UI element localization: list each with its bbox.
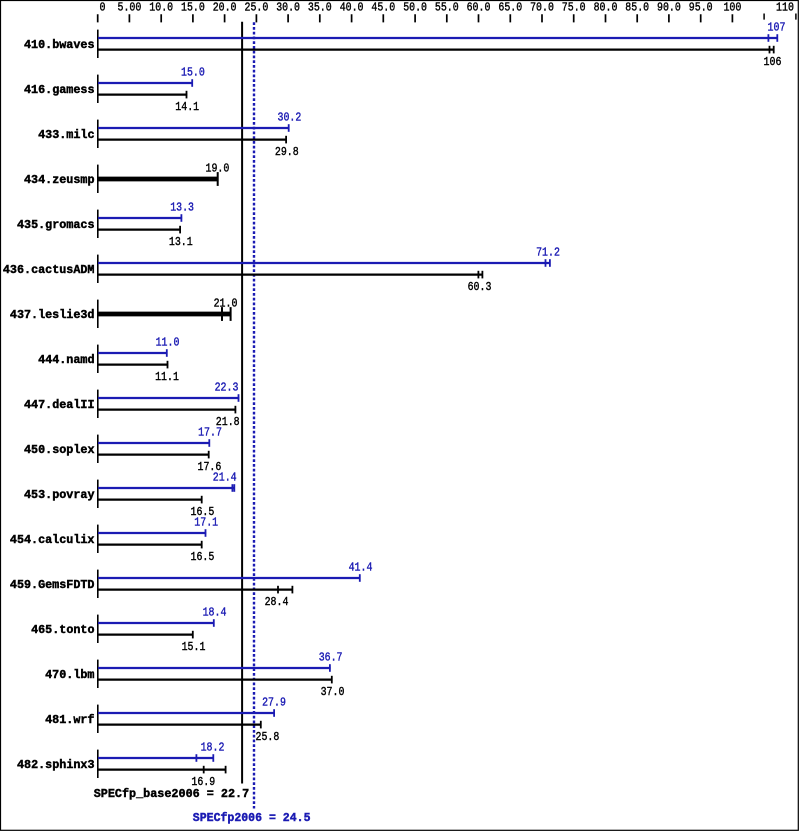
svg-text:60.0: 60.0 — [467, 1, 491, 15]
svg-text:0: 0 — [100, 1, 106, 15]
svg-text:17.7: 17.7 — [198, 426, 222, 440]
svg-text:437.leslie3d: 437.leslie3d — [10, 308, 95, 322]
svg-text:13.1: 13.1 — [169, 235, 193, 249]
svg-text:75.0: 75.0 — [562, 1, 586, 15]
svg-text:85.0: 85.0 — [625, 1, 649, 15]
svg-text:436.cactusADM: 436.cactusADM — [3, 263, 95, 277]
svg-text:435.gromacs: 435.gromacs — [17, 218, 95, 232]
svg-text:37.0: 37.0 — [321, 685, 345, 699]
svg-text:16.5: 16.5 — [191, 550, 215, 564]
svg-text:30.2: 30.2 — [278, 111, 302, 125]
svg-text:55.0: 55.0 — [435, 1, 459, 15]
svg-text:16.9: 16.9 — [191, 775, 215, 789]
svg-text:481.wrf: 481.wrf — [45, 713, 94, 727]
svg-text:40.0: 40.0 — [340, 1, 364, 15]
svg-text:454.calculix: 454.calculix — [10, 533, 95, 547]
svg-text:470.lbm: 470.lbm — [45, 668, 94, 682]
svg-text:482.sphinx3: 482.sphinx3 — [17, 758, 95, 772]
svg-text:21.0: 21.0 — [214, 297, 238, 311]
svg-text:19.0: 19.0 — [206, 162, 230, 176]
svg-text:15.0: 15.0 — [181, 1, 205, 15]
svg-text:465.tonto: 465.tonto — [31, 623, 94, 637]
svg-text:21.8: 21.8 — [216, 415, 240, 429]
svg-text:25.8: 25.8 — [256, 730, 280, 744]
svg-text:434.zeusmp: 434.zeusmp — [24, 173, 95, 187]
svg-text:65.0: 65.0 — [498, 1, 522, 15]
svg-text:SPECfp2006 = 24.5: SPECfp2006 = 24.5 — [193, 811, 311, 825]
svg-text:29.8: 29.8 — [275, 145, 299, 159]
svg-text:11.0: 11.0 — [156, 336, 180, 350]
svg-text:50.0: 50.0 — [403, 1, 427, 15]
svg-text:20.0: 20.0 — [213, 1, 237, 15]
svg-text:16.5: 16.5 — [191, 505, 215, 519]
svg-text:459.GemsFDTD: 459.GemsFDTD — [10, 578, 95, 592]
svg-text:25.0: 25.0 — [245, 1, 269, 15]
svg-text:41.4: 41.4 — [349, 561, 373, 575]
svg-text:80.0: 80.0 — [594, 1, 618, 15]
svg-text:21.4: 21.4 — [213, 471, 237, 485]
svg-text:71.2: 71.2 — [536, 246, 560, 260]
svg-text:45.0: 45.0 — [371, 1, 395, 15]
svg-text:95.0: 95.0 — [689, 1, 713, 15]
svg-text:35.0: 35.0 — [308, 1, 332, 15]
svg-text:70.0: 70.0 — [530, 1, 554, 15]
svg-text:36.7: 36.7 — [319, 651, 343, 665]
svg-text:444.namd: 444.namd — [38, 353, 94, 367]
svg-text:11.1: 11.1 — [155, 370, 179, 384]
svg-text:106: 106 — [764, 55, 782, 69]
svg-text:27.9: 27.9 — [262, 696, 286, 710]
svg-text:15.1: 15.1 — [182, 640, 206, 654]
svg-text:450.soplex: 450.soplex — [24, 443, 95, 457]
svg-text:5.00: 5.00 — [118, 1, 142, 15]
svg-text:410.bwaves: 410.bwaves — [24, 38, 95, 52]
svg-text:17.6: 17.6 — [198, 460, 222, 474]
svg-text:30.0: 30.0 — [276, 1, 300, 15]
svg-text:100: 100 — [723, 1, 741, 15]
svg-text:18.4: 18.4 — [203, 606, 227, 620]
svg-text:416.gamess: 416.gamess — [24, 83, 95, 97]
svg-text:433.milc: 433.milc — [38, 128, 94, 142]
svg-text:SPECfp_base2006 = 22.7: SPECfp_base2006 = 22.7 — [94, 787, 250, 801]
svg-text:110: 110 — [776, 1, 794, 15]
svg-text:60.3: 60.3 — [468, 280, 492, 294]
svg-text:17.1: 17.1 — [194, 516, 218, 530]
svg-text:447.dealII: 447.dealII — [24, 398, 95, 412]
svg-text:22.3: 22.3 — [215, 381, 239, 395]
svg-text:13.3: 13.3 — [170, 201, 194, 215]
svg-text:14.1: 14.1 — [175, 100, 199, 114]
svg-text:453.povray: 453.povray — [24, 488, 95, 502]
svg-text:28.4: 28.4 — [265, 595, 289, 609]
svg-text:90.0: 90.0 — [657, 1, 681, 15]
svg-text:107: 107 — [768, 21, 786, 35]
svg-text:10.0: 10.0 — [149, 1, 173, 15]
svg-text:18.2: 18.2 — [201, 741, 225, 755]
svg-text:15.0: 15.0 — [181, 66, 205, 80]
